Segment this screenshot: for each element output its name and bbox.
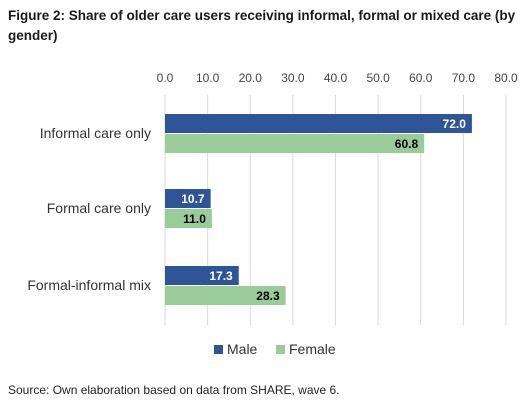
- data-label: 28.3: [256, 289, 280, 303]
- bar-male: [165, 114, 472, 133]
- source-note: Source: Own elaboration based on data fr…: [8, 383, 340, 397]
- data-label: 60.8: [395, 137, 419, 151]
- category-labels: Informal care only Formal care only Formal…: [27, 125, 151, 293]
- tick-label: 60.0: [409, 71, 433, 85]
- bar-female: [165, 286, 286, 305]
- tick-label: 30.0: [281, 71, 305, 85]
- chart-title: Figure 2: Share of older care users rece…: [8, 8, 516, 43]
- data-label: 17.3: [209, 269, 233, 283]
- tick-label: 0.0: [157, 71, 174, 85]
- data-label: 10.7: [181, 192, 205, 206]
- bar-male: [165, 189, 211, 208]
- category-label: Formal-informal mix: [27, 277, 151, 293]
- data-label: 11.0: [183, 212, 206, 226]
- category-label: Formal care only: [47, 200, 151, 216]
- bar-chart: 0.0 10.0 20.0 30.0 40.0 50.0 60.0 70.0 80.0 72.0…: [27, 71, 518, 357]
- category-label: Informal care only: [40, 125, 151, 141]
- bars: 72.0 60.8 10.7 11.0 17.3 28.3: [165, 114, 472, 305]
- tick-label: 10.0: [196, 71, 220, 85]
- bar-female: [165, 209, 212, 228]
- legend: Male Female: [214, 341, 336, 357]
- legend-swatch-male: [214, 345, 223, 354]
- legend-label: Male: [227, 341, 258, 357]
- x-axis-ticks: 0.0 10.0 20.0 30.0 40.0 50.0 60.0 70.0 80.0: [157, 71, 518, 85]
- tick-label: 40.0: [324, 71, 348, 85]
- bar-female: [165, 134, 425, 153]
- bar-male: [165, 266, 239, 285]
- tick-label: 20.0: [239, 71, 263, 85]
- tick-label: 50.0: [366, 71, 390, 85]
- tick-label: 80.0: [494, 71, 518, 85]
- tick-label: 70.0: [452, 71, 476, 85]
- legend-swatch-female: [276, 345, 285, 354]
- legend-label: Female: [289, 341, 336, 357]
- data-label: 72.0: [443, 117, 467, 131]
